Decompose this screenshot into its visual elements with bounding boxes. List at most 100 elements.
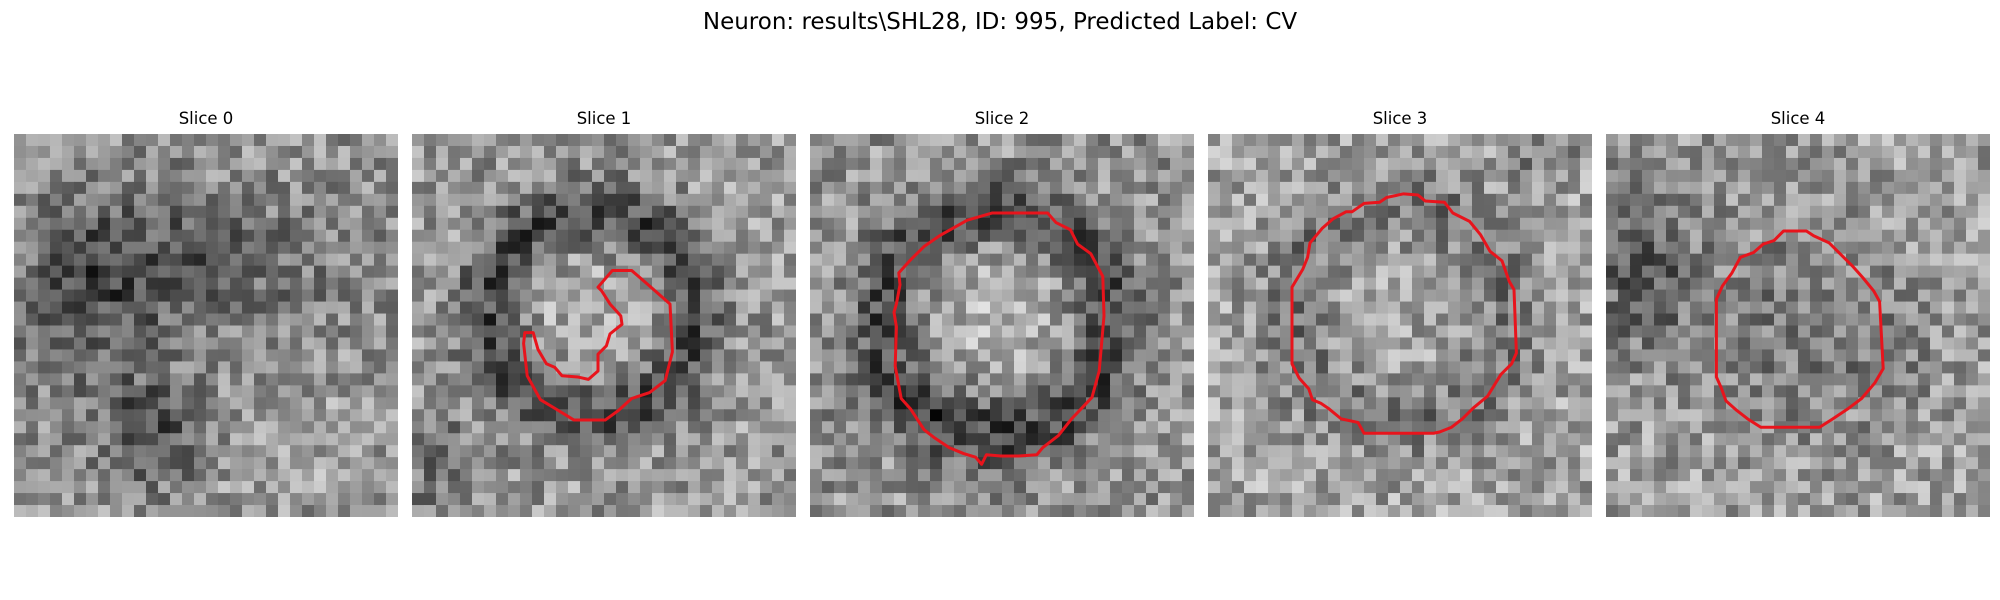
- slice-2-pixel: [1182, 397, 1194, 410]
- slice-2-pixel: [1122, 505, 1135, 517]
- slice-2-pixel: [1002, 433, 1015, 446]
- slice-3-pixel: [1220, 217, 1233, 231]
- slice-2-pixel: [1014, 397, 1027, 410]
- slice-2-pixel: [882, 481, 895, 494]
- slice-1-pixel: [424, 505, 437, 517]
- slice-1-pixel: [712, 481, 725, 494]
- slice-4-pixel: [1942, 433, 1955, 446]
- slice-1-pixel: [472, 181, 485, 195]
- slice-0-pixel: [290, 325, 303, 338]
- slice-0-pixel: [362, 493, 375, 506]
- slice-1-pixel: [784, 505, 796, 517]
- slice-0-pixel: [254, 421, 267, 434]
- slice-3-pixel: [1400, 373, 1413, 386]
- slice-3-pixel: [1544, 289, 1557, 303]
- slice-4-pixel: [1942, 217, 1955, 231]
- slice-1-pixel: [676, 445, 689, 458]
- slice-3-pixel: [1388, 289, 1401, 303]
- slice-1-pixel: [520, 397, 533, 410]
- slice-1-pixel: [508, 493, 521, 506]
- slice-2-pixel: [918, 481, 931, 494]
- slice-3-pixel: [1280, 337, 1293, 350]
- slice-2-pixel: [870, 385, 883, 398]
- slice-1-pixel: [760, 181, 773, 195]
- slice-1-pixel: [460, 385, 473, 398]
- slice-2-pixel: [1170, 217, 1183, 231]
- slice-4-pixel: [1954, 301, 1967, 315]
- slice-4-pixel: [1978, 349, 1990, 362]
- slice-0-pixel: [254, 493, 267, 506]
- slice-2-pixel: [822, 229, 835, 243]
- slice-4-pixel: [1942, 134, 1955, 147]
- slice-2-pixel: [930, 469, 943, 482]
- slice-3-pixel: [1496, 134, 1509, 147]
- slice-3-pixel: [1496, 409, 1509, 422]
- slice-2-pixel: [1026, 169, 1039, 183]
- slice-2-pixel: [918, 289, 931, 303]
- slice-3-pixel: [1496, 277, 1509, 291]
- slice-2-pixel: [1146, 361, 1159, 374]
- slice-1-pixel: [424, 361, 437, 374]
- slice-1-pixel: [688, 229, 701, 243]
- slice-0-pixel: [386, 265, 398, 279]
- slice-3-pixel: [1496, 325, 1509, 338]
- slice-4-pixel: [1858, 409, 1871, 422]
- slice-0-pixel: [182, 361, 195, 374]
- slice-0-pixel: [194, 265, 207, 279]
- slice-4-pixel: [1966, 289, 1979, 303]
- slice-2-pixel: [990, 421, 1003, 434]
- slice-2-pixel: [966, 134, 979, 147]
- slice-2-pixel: [1146, 301, 1159, 315]
- slice-4-pixel: [1774, 397, 1787, 410]
- slice-2-pixel: [1062, 361, 1075, 374]
- slice-0-pixel: [206, 181, 219, 195]
- slice-3-pixel: [1556, 481, 1569, 494]
- slice-2-pixel: [1122, 181, 1135, 195]
- slice-0-pixel: [194, 505, 207, 517]
- slice-2-pixel: [1134, 277, 1147, 291]
- slice-4-pixel: [1774, 325, 1787, 338]
- slice-1-pixel: [544, 253, 557, 267]
- slice-2-pixel: [1038, 421, 1051, 434]
- slice-0-pixel: [74, 145, 87, 159]
- slice-2-pixel: [1122, 493, 1135, 506]
- slice-4-pixel: [1750, 193, 1763, 207]
- slice-1-pixel: [736, 433, 749, 446]
- slice-4-pixel: [1798, 193, 1811, 207]
- slice-1-pixel: [484, 409, 497, 422]
- slice-3-pixel: [1436, 361, 1449, 374]
- slice-2-pixel: [1002, 241, 1015, 255]
- slice-2-pixel: [870, 481, 883, 494]
- slice-3-pixel: [1244, 229, 1257, 243]
- slice-3-pixel: [1496, 205, 1509, 219]
- slice-1-pixel: [688, 361, 701, 374]
- slice-0-pixel: [302, 337, 315, 350]
- slice-2-pixel: [930, 457, 943, 470]
- slice-1-pixel: [508, 481, 521, 494]
- slice-4-pixel: [1666, 157, 1679, 171]
- slice-3-pixel: [1412, 433, 1425, 446]
- slice-1-pixel: [688, 217, 701, 231]
- slice-2-pixel: [978, 265, 991, 279]
- slice-1-pixel: [700, 397, 713, 410]
- slice-2-pixel: [810, 409, 823, 422]
- slice-3-pixel: [1484, 181, 1497, 195]
- slice-2-pixel: [1050, 325, 1063, 338]
- slice-0-pixel: [98, 313, 111, 326]
- slice-0-pixel: [362, 325, 375, 338]
- slice-4-pixel: [1894, 349, 1907, 362]
- slice-0-pixel: [134, 421, 147, 434]
- slice-2-pixel: [990, 409, 1003, 422]
- slice-1-pixel: [508, 134, 521, 147]
- slice-2-pixel: [906, 385, 919, 398]
- slice-1-pixel: [472, 421, 485, 434]
- slice-3-pixel: [1580, 385, 1592, 398]
- slice-0-pixel: [350, 445, 363, 458]
- slice-4-pixel: [1630, 385, 1643, 398]
- slice-1-pixel: [580, 481, 593, 494]
- slice-2-pixel: [1170, 457, 1183, 470]
- slice-0-pixel: [50, 193, 63, 207]
- slice-3-pixel: [1484, 337, 1497, 350]
- slice-1-pixel: [436, 409, 449, 422]
- slice-0-pixel: [362, 241, 375, 255]
